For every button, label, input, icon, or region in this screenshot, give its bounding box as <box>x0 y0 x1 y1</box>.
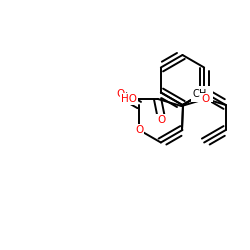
Text: O: O <box>201 94 209 104</box>
Text: O: O <box>117 89 125 99</box>
Text: O: O <box>158 115 166 125</box>
Text: CH$_3$: CH$_3$ <box>192 87 212 101</box>
Text: HO: HO <box>121 94 137 104</box>
Text: O: O <box>135 125 143 135</box>
